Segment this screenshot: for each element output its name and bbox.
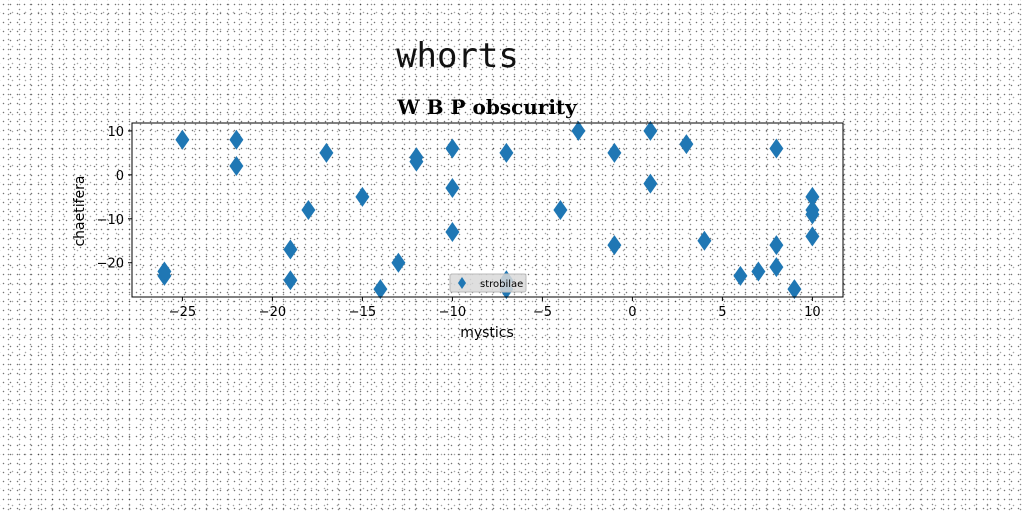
scatter-point (355, 186, 370, 207)
chart-title: W B P obscurity (396, 95, 578, 119)
scatter-point (229, 156, 244, 177)
y-tick-label: −10 (97, 213, 124, 228)
scatter-point (805, 226, 820, 247)
x-tick-label: −20 (259, 305, 286, 320)
legend-label: strobilae (480, 279, 523, 290)
legend: strobilae (449, 273, 527, 293)
page-title: whorts (396, 36, 519, 76)
scatter-point (643, 173, 658, 194)
scatter-point (607, 142, 622, 163)
scatter-point (229, 129, 244, 150)
legend-box (449, 273, 527, 293)
y-tick-label: −20 (97, 257, 124, 272)
scatter-point (571, 120, 586, 141)
scatter-point (805, 186, 820, 207)
scatter-point (787, 279, 802, 300)
scatter-point (157, 265, 172, 286)
scatter-point (697, 230, 712, 251)
x-tick-label: 5 (718, 305, 726, 320)
scatter-point (373, 279, 388, 300)
scatter-point (643, 120, 658, 141)
y-axis-label: chaetifera (72, 175, 88, 246)
axis-ticks: −25 −20 −15 −10 −5 0 5 10 10 0 −10 −20 (97, 125, 821, 320)
scatter-point (445, 138, 460, 159)
legend-marker (458, 277, 466, 289)
scatter-point (301, 200, 316, 220)
scatter-point (409, 151, 424, 172)
scatter-point (751, 261, 766, 282)
x-tick-label: 10 (804, 305, 821, 320)
x-axis-label: mystics (460, 325, 514, 341)
scatter-point (553, 200, 568, 220)
scatter-point (733, 265, 748, 286)
scatter-marks (157, 120, 820, 300)
x-tick-label: −15 (349, 305, 376, 320)
x-tick-label: −10 (439, 305, 466, 320)
x-tick-label: −25 (169, 305, 196, 320)
scatter-point (175, 129, 190, 150)
scatter-point (499, 142, 514, 163)
plot-frame (131, 122, 844, 298)
scatter-point (283, 270, 298, 291)
scatter-point (679, 134, 694, 155)
scatter-point (283, 239, 298, 260)
scatter-point (607, 235, 622, 256)
scatter-point (805, 204, 820, 225)
y-tick-label: 0 (116, 169, 124, 184)
scatter-point (769, 257, 784, 278)
y-tick-label: 10 (107, 125, 124, 140)
x-tick-label: −5 (533, 305, 552, 320)
scatter-point (769, 235, 784, 256)
scatter-point (445, 178, 460, 199)
scatter-point (391, 252, 406, 273)
scatter-point (769, 138, 784, 159)
scatter-point (445, 221, 460, 242)
scatter-point (319, 142, 334, 163)
x-tick-label: 0 (628, 305, 636, 320)
